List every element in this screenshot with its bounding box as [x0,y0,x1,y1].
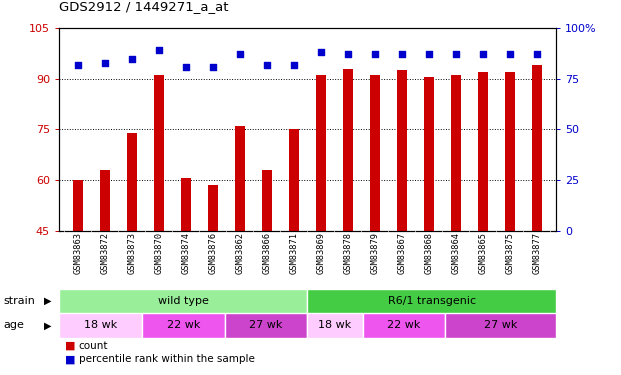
Bar [445,313,556,338]
Text: GSM83875: GSM83875 [505,232,514,274]
Text: GDS2912 / 1449271_a_at: GDS2912 / 1449271_a_at [59,0,229,13]
Text: ▶: ▶ [43,320,51,330]
Point [451,51,461,57]
Text: GSM83864: GSM83864 [451,232,460,274]
Text: 27 wk: 27 wk [484,320,517,330]
Text: wild type: wild type [158,296,209,306]
Text: R6/1 transgenic: R6/1 transgenic [388,296,476,306]
Text: GSM83867: GSM83867 [397,232,406,274]
Bar [262,170,271,231]
Bar [225,313,307,338]
Text: GSM83865: GSM83865 [478,232,487,274]
Bar [316,75,325,231]
Text: GSM83879: GSM83879 [370,232,379,274]
Point [289,62,299,68]
Text: GSM83866: GSM83866 [263,232,271,274]
Bar [424,77,433,231]
Bar [397,70,407,231]
Point [100,60,110,66]
Bar [363,313,445,338]
Text: strain: strain [3,296,35,306]
Text: GSM83870: GSM83870 [155,232,163,274]
Bar [127,133,137,231]
Point [73,62,83,68]
Bar [343,69,353,231]
Bar [289,129,299,231]
Text: GSM83863: GSM83863 [73,232,83,274]
Text: GSM83877: GSM83877 [532,232,542,274]
Point [370,51,380,57]
Bar [307,313,363,338]
Bar [451,75,461,231]
Point [127,56,137,62]
Bar [181,178,191,231]
Point [262,62,272,68]
Bar [154,75,163,231]
Text: 18 wk: 18 wk [84,320,117,330]
Text: count: count [79,341,109,351]
Text: 22 wk: 22 wk [166,320,200,330]
Point [478,51,488,57]
Bar [142,313,225,338]
Text: GSM83878: GSM83878 [343,232,352,274]
Bar [59,313,142,338]
Text: ■: ■ [65,341,76,351]
Bar [370,75,379,231]
Text: GSM83874: GSM83874 [181,232,191,274]
Text: 27 wk: 27 wk [249,320,283,330]
Bar [505,72,515,231]
Text: GSM83876: GSM83876 [209,232,217,274]
Text: ■: ■ [65,354,76,364]
Point [343,51,353,57]
Point [505,51,515,57]
Point [424,51,434,57]
Bar [307,289,556,313]
Text: GSM83873: GSM83873 [127,232,137,274]
Bar [100,170,110,231]
Point [154,47,164,53]
Text: percentile rank within the sample: percentile rank within the sample [79,354,255,364]
Point [316,50,326,55]
Bar [235,126,245,231]
Bar [532,65,542,231]
Point [397,51,407,57]
Point [235,51,245,57]
Text: GSM83862: GSM83862 [235,232,245,274]
Text: 22 wk: 22 wk [388,320,420,330]
Point [208,64,218,70]
Text: GSM83871: GSM83871 [289,232,299,274]
Point [181,64,191,70]
Text: GSM83872: GSM83872 [101,232,109,274]
Bar [208,185,217,231]
Text: ▶: ▶ [43,296,51,306]
Text: age: age [3,320,24,330]
Bar [73,180,83,231]
Bar [59,289,307,313]
Text: GSM83868: GSM83868 [424,232,433,274]
Bar [478,72,487,231]
Text: GSM83869: GSM83869 [316,232,325,274]
Point [532,51,542,57]
Text: 18 wk: 18 wk [319,320,351,330]
